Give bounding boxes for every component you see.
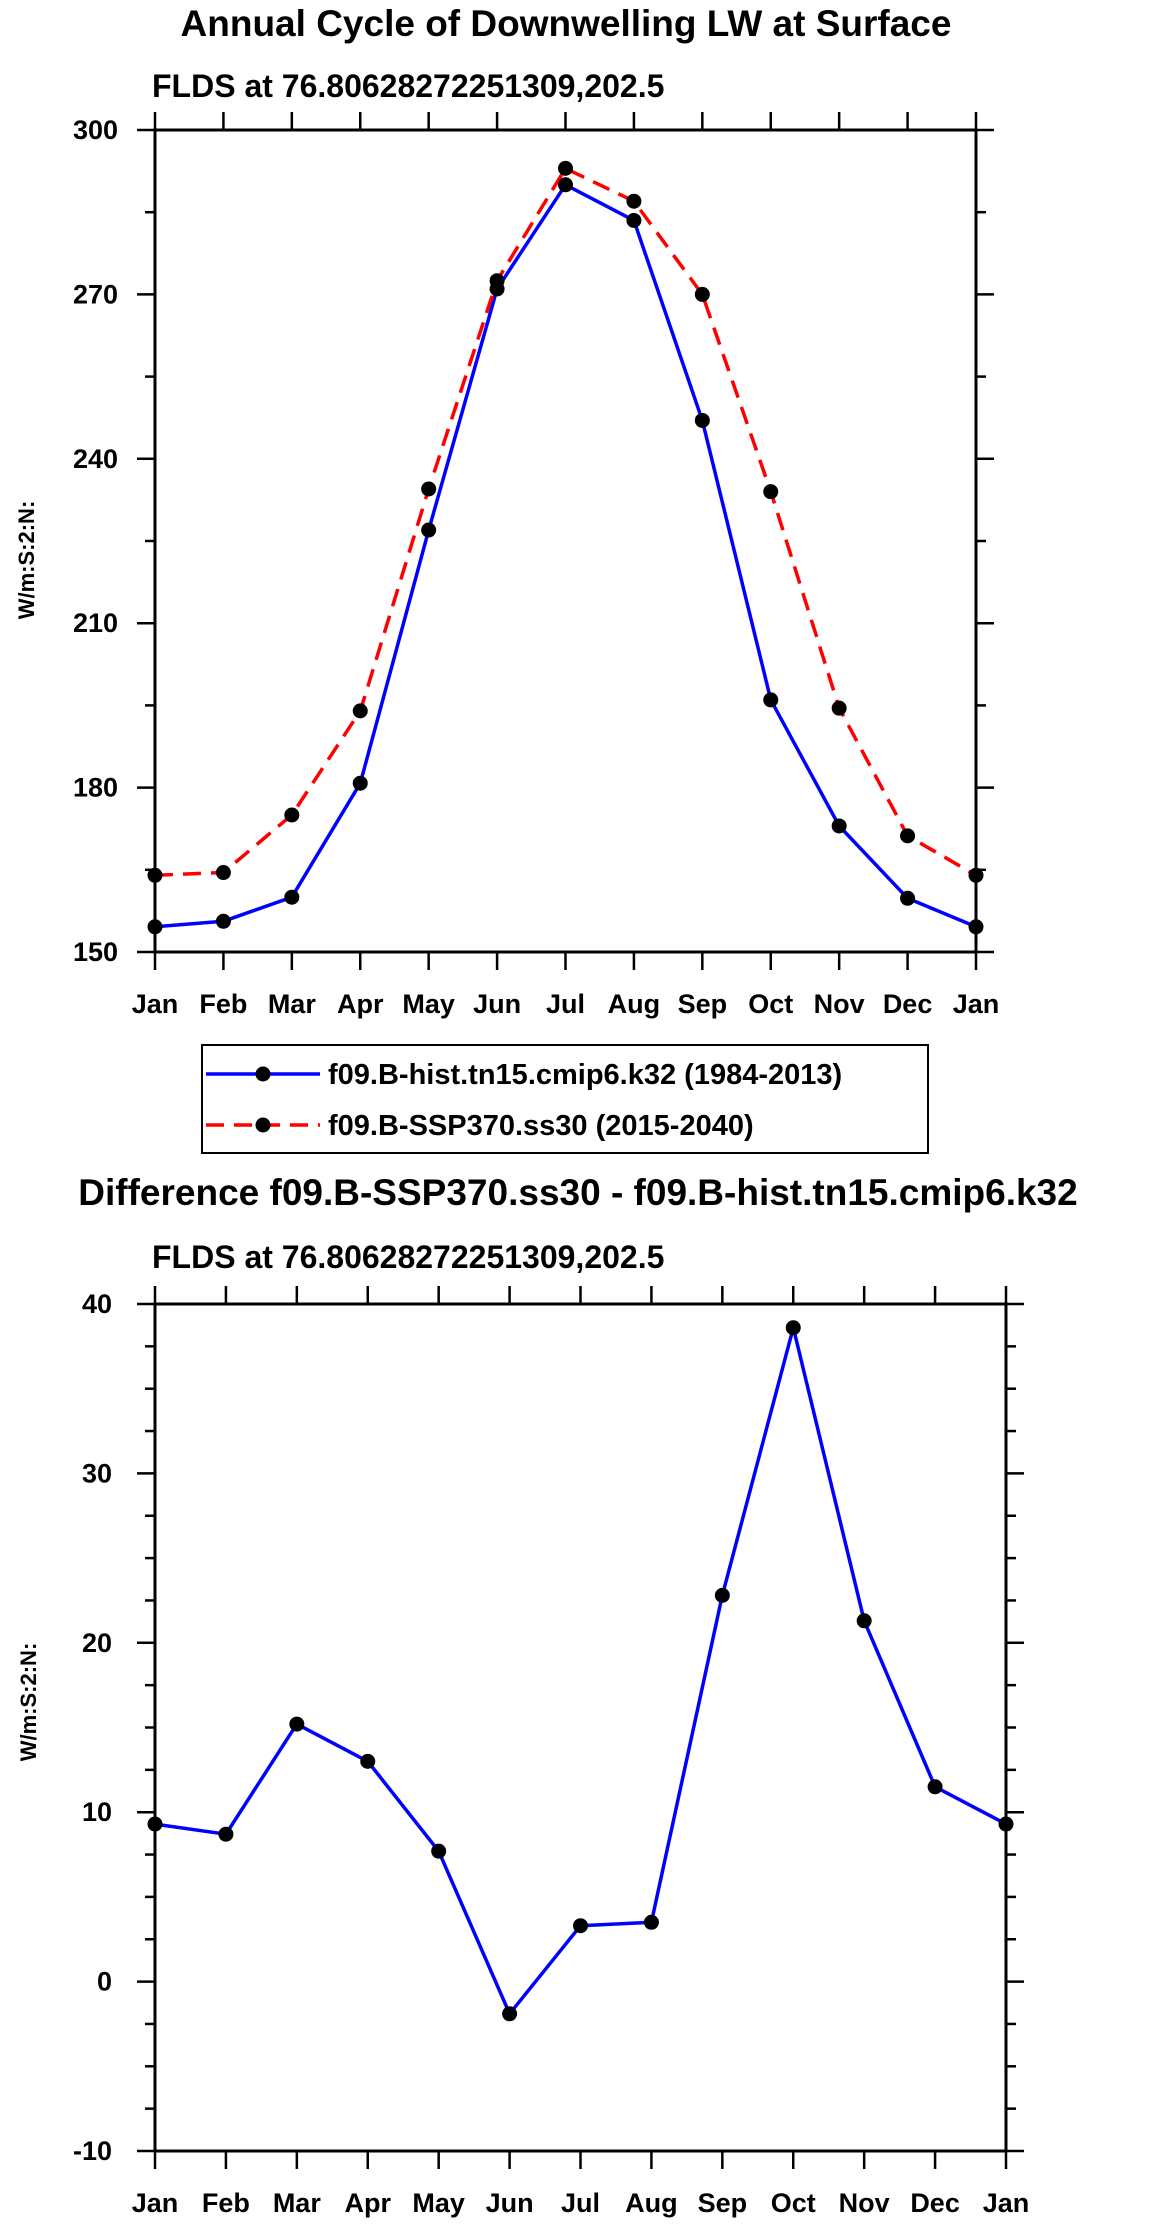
chart1-y-tick-label: 210 bbox=[73, 608, 118, 638]
legend-marker-ssp bbox=[255, 1117, 271, 1133]
chart1-y-tick-label: 270 bbox=[73, 279, 118, 309]
chart1-series-1-point bbox=[215, 865, 231, 881]
chart1-series-1-line bbox=[154, 166, 977, 878]
chart1-series-0-point bbox=[558, 177, 573, 193]
chart1-x-tick-label: Oct bbox=[748, 989, 793, 1019]
chart1-series-0-point bbox=[763, 692, 779, 708]
chart2-x-tick-label: Aug bbox=[625, 2188, 677, 2218]
chart1-series-1-point bbox=[763, 484, 779, 500]
chart2-series-0-point bbox=[218, 1826, 234, 1842]
chart1-series-0-point bbox=[694, 412, 710, 428]
chart2-x-tick-label: Nov bbox=[839, 2188, 890, 2218]
chart1-series-1-point bbox=[626, 193, 642, 209]
chart1-series-1-point bbox=[489, 273, 505, 289]
chart1-series-1-point bbox=[900, 828, 916, 844]
chart1-series-0-point bbox=[352, 775, 368, 791]
chart2-y-tick-label: -10 bbox=[73, 2136, 112, 2166]
chart1-x-tick-label: Feb bbox=[199, 989, 247, 1019]
chart1-y-tick-label: 150 bbox=[73, 937, 118, 967]
chart2-series-0-point bbox=[927, 1779, 943, 1795]
chart2-x-tick-label: Oct bbox=[771, 2188, 816, 2218]
chart1-x-tick-label: Sep bbox=[678, 989, 728, 1019]
chart1-series-1-point bbox=[147, 867, 163, 883]
chart2-series-0-point bbox=[998, 1816, 1014, 1832]
chart2-title: Difference f09.B-SSP370.ss30 - f09.B-his… bbox=[78, 1172, 1077, 1213]
chart1-x-tick-label: May bbox=[402, 989, 455, 1019]
chart2-x-tick-label: Dec bbox=[910, 2188, 960, 2218]
chart1-x-tick-label: Jan bbox=[132, 989, 179, 1019]
chart1-series-0-point bbox=[215, 913, 231, 929]
legend-label-ssp: f09.B-SSP370.ss30 (2015-2040) bbox=[328, 1110, 754, 1142]
chart1-series-1-point bbox=[694, 286, 710, 302]
chart2-series-0-point bbox=[573, 1918, 588, 1934]
chart1-y-axis-label: W/m:S:2:N: bbox=[14, 501, 39, 620]
chart1-y-tick-label: 240 bbox=[73, 444, 118, 474]
chart1-x-tick-label: Jun bbox=[473, 989, 521, 1019]
chart2-series-0-point bbox=[785, 1320, 801, 1336]
chart1-series-1-point bbox=[352, 703, 368, 719]
chart1-series-0-point bbox=[626, 212, 642, 228]
chart2-y-tick-label: 0 bbox=[97, 1967, 112, 1997]
chart2-series-0-point bbox=[431, 1843, 447, 1859]
legend-marker-hist bbox=[255, 1066, 271, 1082]
chart2-series-0-point bbox=[289, 1716, 305, 1732]
chart1-series-1-point bbox=[558, 160, 573, 176]
chart1-series-1-point bbox=[831, 700, 847, 716]
chart2-series-0-point bbox=[643, 1914, 659, 1930]
chart2-series-0-point bbox=[714, 1587, 730, 1603]
chart2-subtitle: FLDS at 76.80628272251309,202.5 bbox=[152, 1239, 664, 1275]
chart1-x-tick-label: Apr bbox=[337, 989, 384, 1019]
chart1-title: Annual Cycle of Downwelling LW at Surfac… bbox=[181, 3, 952, 44]
chart1-x-tick-label: Jul bbox=[546, 989, 585, 1019]
chart1-y-tick-label: 180 bbox=[73, 773, 118, 803]
chart2-plot: -10 0 10 20 30 40 Jan Feb Mar Apr May Jun Jul Aug Sep O… bbox=[73, 1286, 1029, 2218]
chart1-x-tick-label: Nov bbox=[814, 989, 865, 1019]
chart1-series-0-point bbox=[147, 919, 163, 935]
chart2-series-0-point bbox=[502, 2006, 518, 2022]
chart1-series-1-point bbox=[284, 807, 300, 823]
chart1-x-tick-label: Jan bbox=[953, 989, 1000, 1019]
chart2-series-0-point bbox=[856, 1613, 872, 1629]
chart2-x-tick-label: Jan bbox=[132, 2188, 179, 2218]
chart2-series-0-point bbox=[360, 1753, 376, 1769]
chart1-y-tick-label: 300 bbox=[73, 115, 118, 145]
chart2-x-tick-label: Apr bbox=[345, 2188, 392, 2218]
chart2-series-0-line bbox=[154, 1325, 1007, 2016]
chart2-y-tick-label: 30 bbox=[82, 1458, 112, 1488]
chart1-series-0-line bbox=[154, 183, 977, 929]
chart1-series-0-point bbox=[900, 890, 916, 906]
chart1-x-tick-label: Dec bbox=[883, 989, 933, 1019]
chart2-x-tick-label: Jun bbox=[486, 2188, 534, 2218]
chart1-series-0-point bbox=[284, 889, 300, 905]
chart1-x-tick-label: Aug bbox=[608, 989, 660, 1019]
chart1-plot: 150 180 210 240 270 300 Jan Feb Mar Apr May Jun Jul A… bbox=[73, 112, 999, 1019]
chart2-x-tick-label: Mar bbox=[273, 2188, 322, 2218]
chart1-subtitle: FLDS at 76.80628272251309,202.5 bbox=[152, 68, 664, 104]
chart1-series-0-point bbox=[968, 919, 984, 935]
chart2-x-tick-label: Jan bbox=[983, 2188, 1030, 2218]
chart1-series-0-point bbox=[831, 818, 847, 834]
chart1-x-tick-label: Mar bbox=[268, 989, 317, 1019]
legend-label-hist: f09.B-hist.tn15.cmip6.k32 (1984-2013) bbox=[328, 1059, 842, 1091]
chart2-x-tick-label: May bbox=[412, 2188, 465, 2218]
legend-box bbox=[201, 1044, 929, 1154]
chart2-x-tick-label: Feb bbox=[202, 2188, 250, 2218]
chart1-plot-frame bbox=[153, 128, 978, 954]
chart2-y-tick-label: 40 bbox=[82, 1289, 112, 1319]
chart1-series-1-point bbox=[421, 481, 437, 497]
chart1-series-1-point bbox=[968, 867, 984, 883]
chart2-y-tick-label: 20 bbox=[82, 1628, 112, 1658]
chart1-series-0-point bbox=[421, 522, 437, 538]
chart2-plot-frame bbox=[153, 1302, 1008, 2153]
chart2-series-0-point bbox=[147, 1816, 163, 1832]
chart2-y-axis-label: W/m:S:2:N: bbox=[16, 1643, 41, 1762]
chart1-legend: f09.B-hist.tn15.cmip6.k32 (1984-2013) f0… bbox=[201, 1044, 929, 1154]
chart2-y-tick-label: 10 bbox=[82, 1797, 112, 1827]
chart2-x-tick-label: Jul bbox=[561, 2188, 600, 2218]
chart2-x-tick-label: Sep bbox=[698, 2188, 748, 2218]
